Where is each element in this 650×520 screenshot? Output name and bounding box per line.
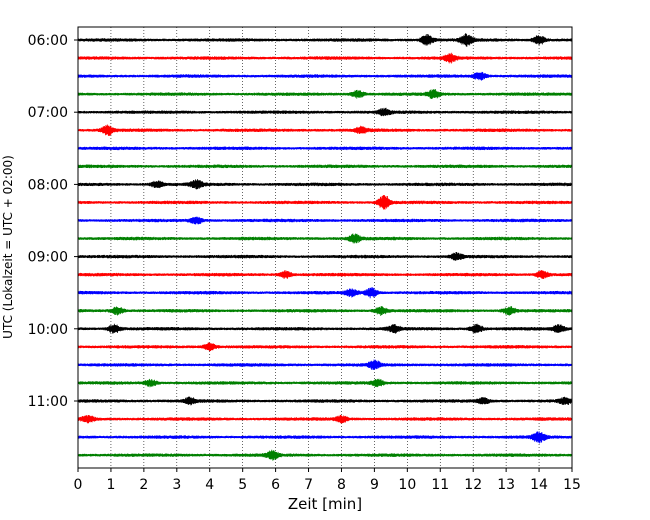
trace-1100 bbox=[77, 396, 573, 406]
y-tick-label: 10:00 bbox=[28, 322, 68, 338]
y-tick-label: 06:00 bbox=[28, 33, 68, 49]
x-axis-label: Zeit [min] bbox=[288, 495, 362, 513]
y-axis-ticks: 06:00 07:00 08:00 09:00 10:00 11:00 bbox=[28, 33, 78, 410]
x-tick-label: 0 bbox=[74, 477, 83, 493]
plot-frame bbox=[77, 26, 573, 469]
trace-0700 bbox=[77, 107, 573, 117]
trace-0830 bbox=[77, 216, 573, 225]
x-tick-label: 15 bbox=[563, 477, 581, 493]
trace-1030 bbox=[77, 359, 573, 371]
trace-1000 bbox=[77, 323, 573, 334]
y-tick-label: 11:00 bbox=[28, 394, 68, 410]
trace-1145 bbox=[77, 449, 573, 461]
x-axis-ticks: 0 1 2 3 4 5 6 7 8 9 10 11 12 13 14 15 bbox=[74, 468, 581, 493]
x-tick-label: 5 bbox=[238, 477, 247, 493]
trace-0730 bbox=[77, 146, 573, 151]
trace-1015 bbox=[77, 342, 573, 352]
x-tick-label: 3 bbox=[172, 477, 181, 493]
trace-0930 bbox=[77, 287, 573, 299]
trace-0815 bbox=[77, 195, 573, 210]
trace-1130 bbox=[77, 431, 573, 444]
trace-0845 bbox=[77, 233, 573, 244]
x-tick-label: 7 bbox=[304, 477, 313, 493]
trace-0900 bbox=[77, 252, 573, 261]
trace-0915 bbox=[77, 270, 573, 279]
y-tick-label: 07:00 bbox=[28, 105, 68, 121]
trace-1115 bbox=[77, 414, 573, 424]
x-tick-label: 4 bbox=[205, 477, 214, 493]
trace-1045 bbox=[77, 378, 573, 388]
y-tick-label: 09:00 bbox=[28, 250, 68, 266]
x-tick-label: 10 bbox=[398, 477, 416, 493]
seismic-traces bbox=[77, 33, 573, 461]
y-tick-label: 08:00 bbox=[28, 177, 68, 193]
x-tick-label: 12 bbox=[464, 477, 482, 493]
x-tick-label: 6 bbox=[271, 477, 280, 493]
trace-0630 bbox=[77, 71, 573, 81]
x-tick-label: 14 bbox=[530, 477, 548, 493]
x-tick-label: 2 bbox=[139, 477, 148, 493]
trace-0615 bbox=[77, 52, 573, 64]
trace-0945 bbox=[77, 305, 573, 316]
trace-0645 bbox=[77, 89, 573, 100]
trace-0800 bbox=[77, 179, 573, 190]
trace-0745 bbox=[77, 164, 573, 169]
trace-0600 bbox=[77, 33, 573, 47]
x-tick-label: 11 bbox=[431, 477, 449, 493]
y-axis-label: UTC (Lokalzeit = UTC + 02:00) bbox=[1, 155, 15, 339]
x-tick-label: 9 bbox=[370, 477, 379, 493]
x-tick-label: 8 bbox=[337, 477, 346, 493]
x-tick-label: 13 bbox=[497, 477, 515, 493]
x-tick-label: 1 bbox=[106, 477, 115, 493]
trace-0715 bbox=[77, 124, 573, 136]
